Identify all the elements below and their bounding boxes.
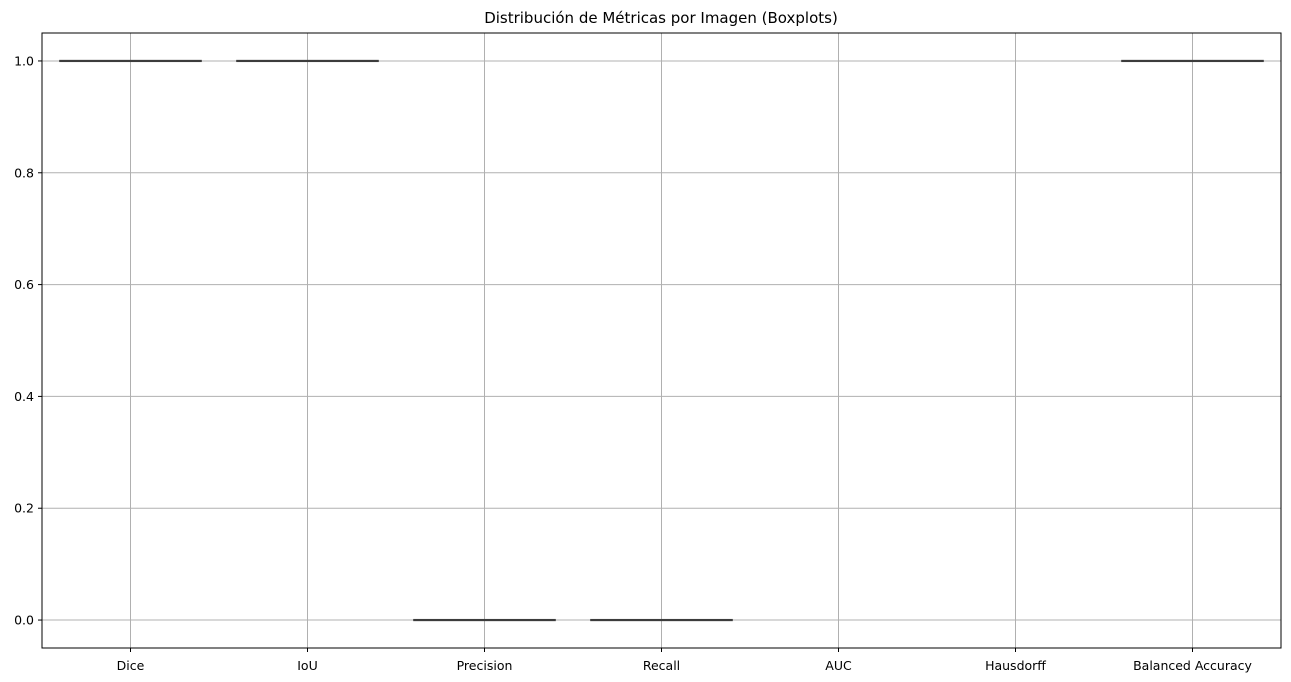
box-dice xyxy=(59,59,202,63)
box-recall xyxy=(590,618,733,622)
box-layer xyxy=(59,59,1264,622)
chart-title: Distribución de Métricas por Imagen (Box… xyxy=(484,9,838,27)
y-tick-label: 0.6 xyxy=(14,277,34,292)
box-precision xyxy=(413,618,556,622)
x-tick-label: AUC xyxy=(825,658,852,673)
y-tick-label: 0.4 xyxy=(14,389,34,404)
x-tick-label: Precision xyxy=(457,658,513,673)
y-tick-label: 0.2 xyxy=(14,501,34,516)
y-tick-label: 0.0 xyxy=(14,613,34,628)
y-tick-label: 0.8 xyxy=(14,165,34,180)
box-iou xyxy=(236,59,379,63)
x-tick-label: Hausdorff xyxy=(985,658,1046,673)
x-tick-label: Balanced Accuracy xyxy=(1133,658,1252,673)
grid-layer xyxy=(42,33,1281,648)
x-tick-label: Dice xyxy=(117,658,145,673)
x-tick-label: IoU xyxy=(297,658,317,673)
y-tick-label: 1.0 xyxy=(14,53,34,68)
x-tick-label: Recall xyxy=(643,658,680,673)
x-axis: Dice IoU Precision Recall AUC Hausdorff Balanc… xyxy=(117,648,1253,673)
box-balanced-accuracy xyxy=(1121,59,1264,63)
y-axis: 0.0 0.2 0.4 0.6 0.8 1.0 xyxy=(14,53,42,628)
